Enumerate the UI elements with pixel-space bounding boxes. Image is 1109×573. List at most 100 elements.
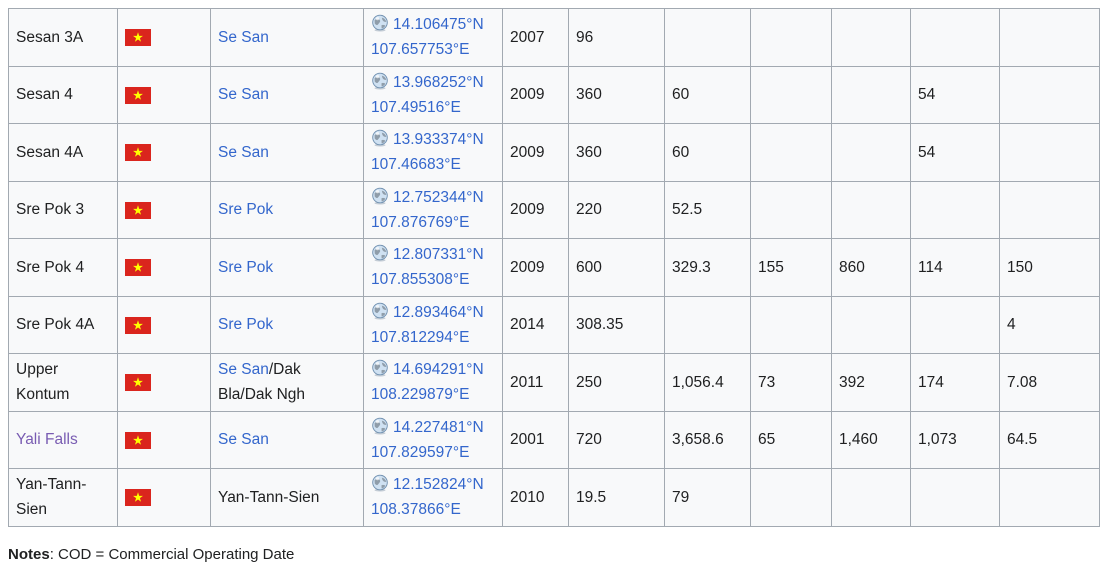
cell-value: 60 bbox=[672, 143, 690, 161]
data-cell: 600 bbox=[568, 238, 665, 297]
cell-value: 1,056.4 bbox=[672, 373, 724, 391]
longitude-link[interactable]: 107.855308°E bbox=[371, 271, 470, 289]
globe-icon[interactable] bbox=[371, 187, 389, 205]
latitude-link[interactable]: 14.694291°N bbox=[393, 361, 484, 379]
river-link[interactable]: Sre Pok bbox=[218, 258, 274, 276]
cell-value: 73 bbox=[758, 373, 776, 391]
latitude-link[interactable]: 12.893464°N bbox=[393, 303, 484, 321]
dam-name: Sre Pok 3 bbox=[16, 201, 85, 219]
table-row: Sre Pok 3 Sre Pok 12.752344°N 107.876769… bbox=[8, 180, 1100, 239]
river-link[interactable]: Sre Pok bbox=[218, 201, 274, 219]
river-name: Se San/Dak Bla/Dak Ngh bbox=[218, 357, 318, 407]
globe-icon[interactable] bbox=[371, 72, 389, 90]
data-cell bbox=[910, 180, 1000, 239]
river-name: Se San bbox=[218, 29, 269, 46]
longitude-link[interactable]: 107.829597°E bbox=[371, 443, 470, 461]
year-cell: 2014 bbox=[502, 295, 569, 354]
longitude-link[interactable]: 108.229879°E bbox=[371, 386, 470, 404]
table-row: Upper Kontum Se San/Dak Bla/Dak Ngh 14.6… bbox=[8, 353, 1100, 412]
latitude-link[interactable]: 13.933374°N bbox=[393, 131, 484, 149]
river-link[interactable]: Se San bbox=[218, 143, 269, 161]
latitude-link[interactable]: 12.152824°N bbox=[393, 476, 484, 494]
year-cell: 2011 bbox=[502, 353, 569, 412]
latitude-line: 13.933374°N bbox=[371, 127, 497, 152]
country-cell bbox=[117, 180, 211, 239]
coordinates-cell: 12.152824°N 108.37866°E bbox=[363, 468, 503, 527]
globe-icon[interactable] bbox=[371, 417, 389, 435]
cell-value: 360 bbox=[576, 143, 602, 161]
globe-icon[interactable] bbox=[371, 359, 389, 377]
river-cell: Se San bbox=[210, 123, 364, 182]
longitude-link[interactable]: 107.657753°E bbox=[371, 41, 470, 59]
dam-name: Sre Pok 4A bbox=[16, 316, 95, 334]
globe-icon[interactable] bbox=[371, 129, 389, 147]
globe-icon[interactable] bbox=[371, 244, 389, 262]
longitude-link[interactable]: 107.876769°E bbox=[371, 213, 470, 231]
river-cell: Sre Pok bbox=[210, 238, 364, 297]
globe-icon[interactable] bbox=[371, 474, 389, 492]
latitude-line: 12.893464°N bbox=[371, 300, 497, 325]
data-cell: 54 bbox=[910, 65, 1000, 124]
river-link[interactable]: Sre Pok bbox=[218, 316, 274, 334]
river-link[interactable]: Se San bbox=[218, 431, 269, 449]
cell-value: 250 bbox=[576, 373, 602, 391]
river-cell: Se San bbox=[210, 410, 364, 469]
data-cell bbox=[999, 180, 1100, 239]
river-link[interactable]: Se San bbox=[218, 86, 269, 104]
river-link[interactable]: Se San bbox=[218, 361, 269, 379]
latitude-link[interactable]: 12.807331°N bbox=[393, 246, 484, 264]
year-cell: 2007 bbox=[502, 8, 569, 67]
year-cell: 2009 bbox=[502, 123, 569, 182]
cell-value: 60 bbox=[672, 86, 690, 104]
longitude-link[interactable]: 108.37866°E bbox=[371, 501, 461, 519]
latitude-line: 14.694291°N bbox=[371, 357, 497, 382]
cell-value: 4 bbox=[1007, 316, 1016, 334]
river-text: Yan-Tann-Sien bbox=[218, 488, 320, 506]
latitude-line: 14.227481°N bbox=[371, 415, 497, 440]
data-cell: 308.35 bbox=[568, 295, 665, 354]
year-cell: 2010 bbox=[502, 468, 569, 527]
cell-value: 64.5 bbox=[1007, 431, 1038, 449]
data-cell bbox=[750, 8, 832, 67]
longitude-link[interactable]: 107.49516°E bbox=[371, 98, 461, 116]
globe-icon[interactable] bbox=[371, 302, 389, 320]
longitude-line: 107.876769°E bbox=[371, 210, 497, 235]
data-cell bbox=[910, 295, 1000, 354]
data-cell: 329.3 bbox=[664, 238, 751, 297]
country-cell bbox=[117, 123, 211, 182]
country-cell bbox=[117, 410, 211, 469]
latitude-line: 13.968252°N bbox=[371, 70, 497, 95]
dam-name: Sesan 4 bbox=[16, 86, 73, 104]
data-cell: 7.08 bbox=[999, 353, 1100, 412]
country-cell bbox=[117, 238, 211, 297]
vietnam-flag-icon bbox=[125, 201, 151, 219]
data-cell: 220 bbox=[568, 180, 665, 239]
latitude-link[interactable]: 14.106475°N bbox=[393, 16, 484, 34]
cell-value: 308.35 bbox=[576, 316, 624, 334]
cell-value: 19.5 bbox=[576, 488, 607, 506]
cell-value: 52.5 bbox=[672, 201, 703, 219]
table-row: Yali Falls Se San 14.227481°N 107.829597… bbox=[8, 410, 1100, 469]
dam-name: Sre Pok 4 bbox=[16, 258, 85, 276]
coordinates-cell: 12.752344°N 107.876769°E bbox=[363, 180, 503, 239]
globe-icon[interactable] bbox=[371, 14, 389, 32]
river-link[interactable]: Se San bbox=[218, 28, 269, 46]
latitude-link[interactable]: 14.227481°N bbox=[393, 418, 484, 436]
latitude-link[interactable]: 12.752344°N bbox=[393, 188, 484, 206]
river-cell: Sre Pok bbox=[210, 180, 364, 239]
river-name: Sre Pok bbox=[218, 201, 273, 218]
longitude-link[interactable]: 107.46683°E bbox=[371, 156, 461, 174]
coordinates-cell: 12.893464°N 107.812294°E bbox=[363, 295, 503, 354]
cell-value: 360 bbox=[576, 86, 602, 104]
data-cell: 114 bbox=[910, 238, 1000, 297]
longitude-line: 107.49516°E bbox=[371, 95, 497, 120]
data-cell: 52.5 bbox=[664, 180, 751, 239]
longitude-link[interactable]: 107.812294°E bbox=[371, 328, 470, 346]
dam-name[interactable]: Yali Falls bbox=[16, 431, 78, 449]
river-name: Yan-Tann-Sien bbox=[218, 489, 319, 506]
latitude-line: 12.807331°N bbox=[371, 242, 497, 267]
river-cell: Sre Pok bbox=[210, 295, 364, 354]
data-cell: 64.5 bbox=[999, 410, 1100, 469]
year-value: 2009 bbox=[510, 258, 545, 276]
latitude-link[interactable]: 13.968252°N bbox=[393, 73, 484, 91]
